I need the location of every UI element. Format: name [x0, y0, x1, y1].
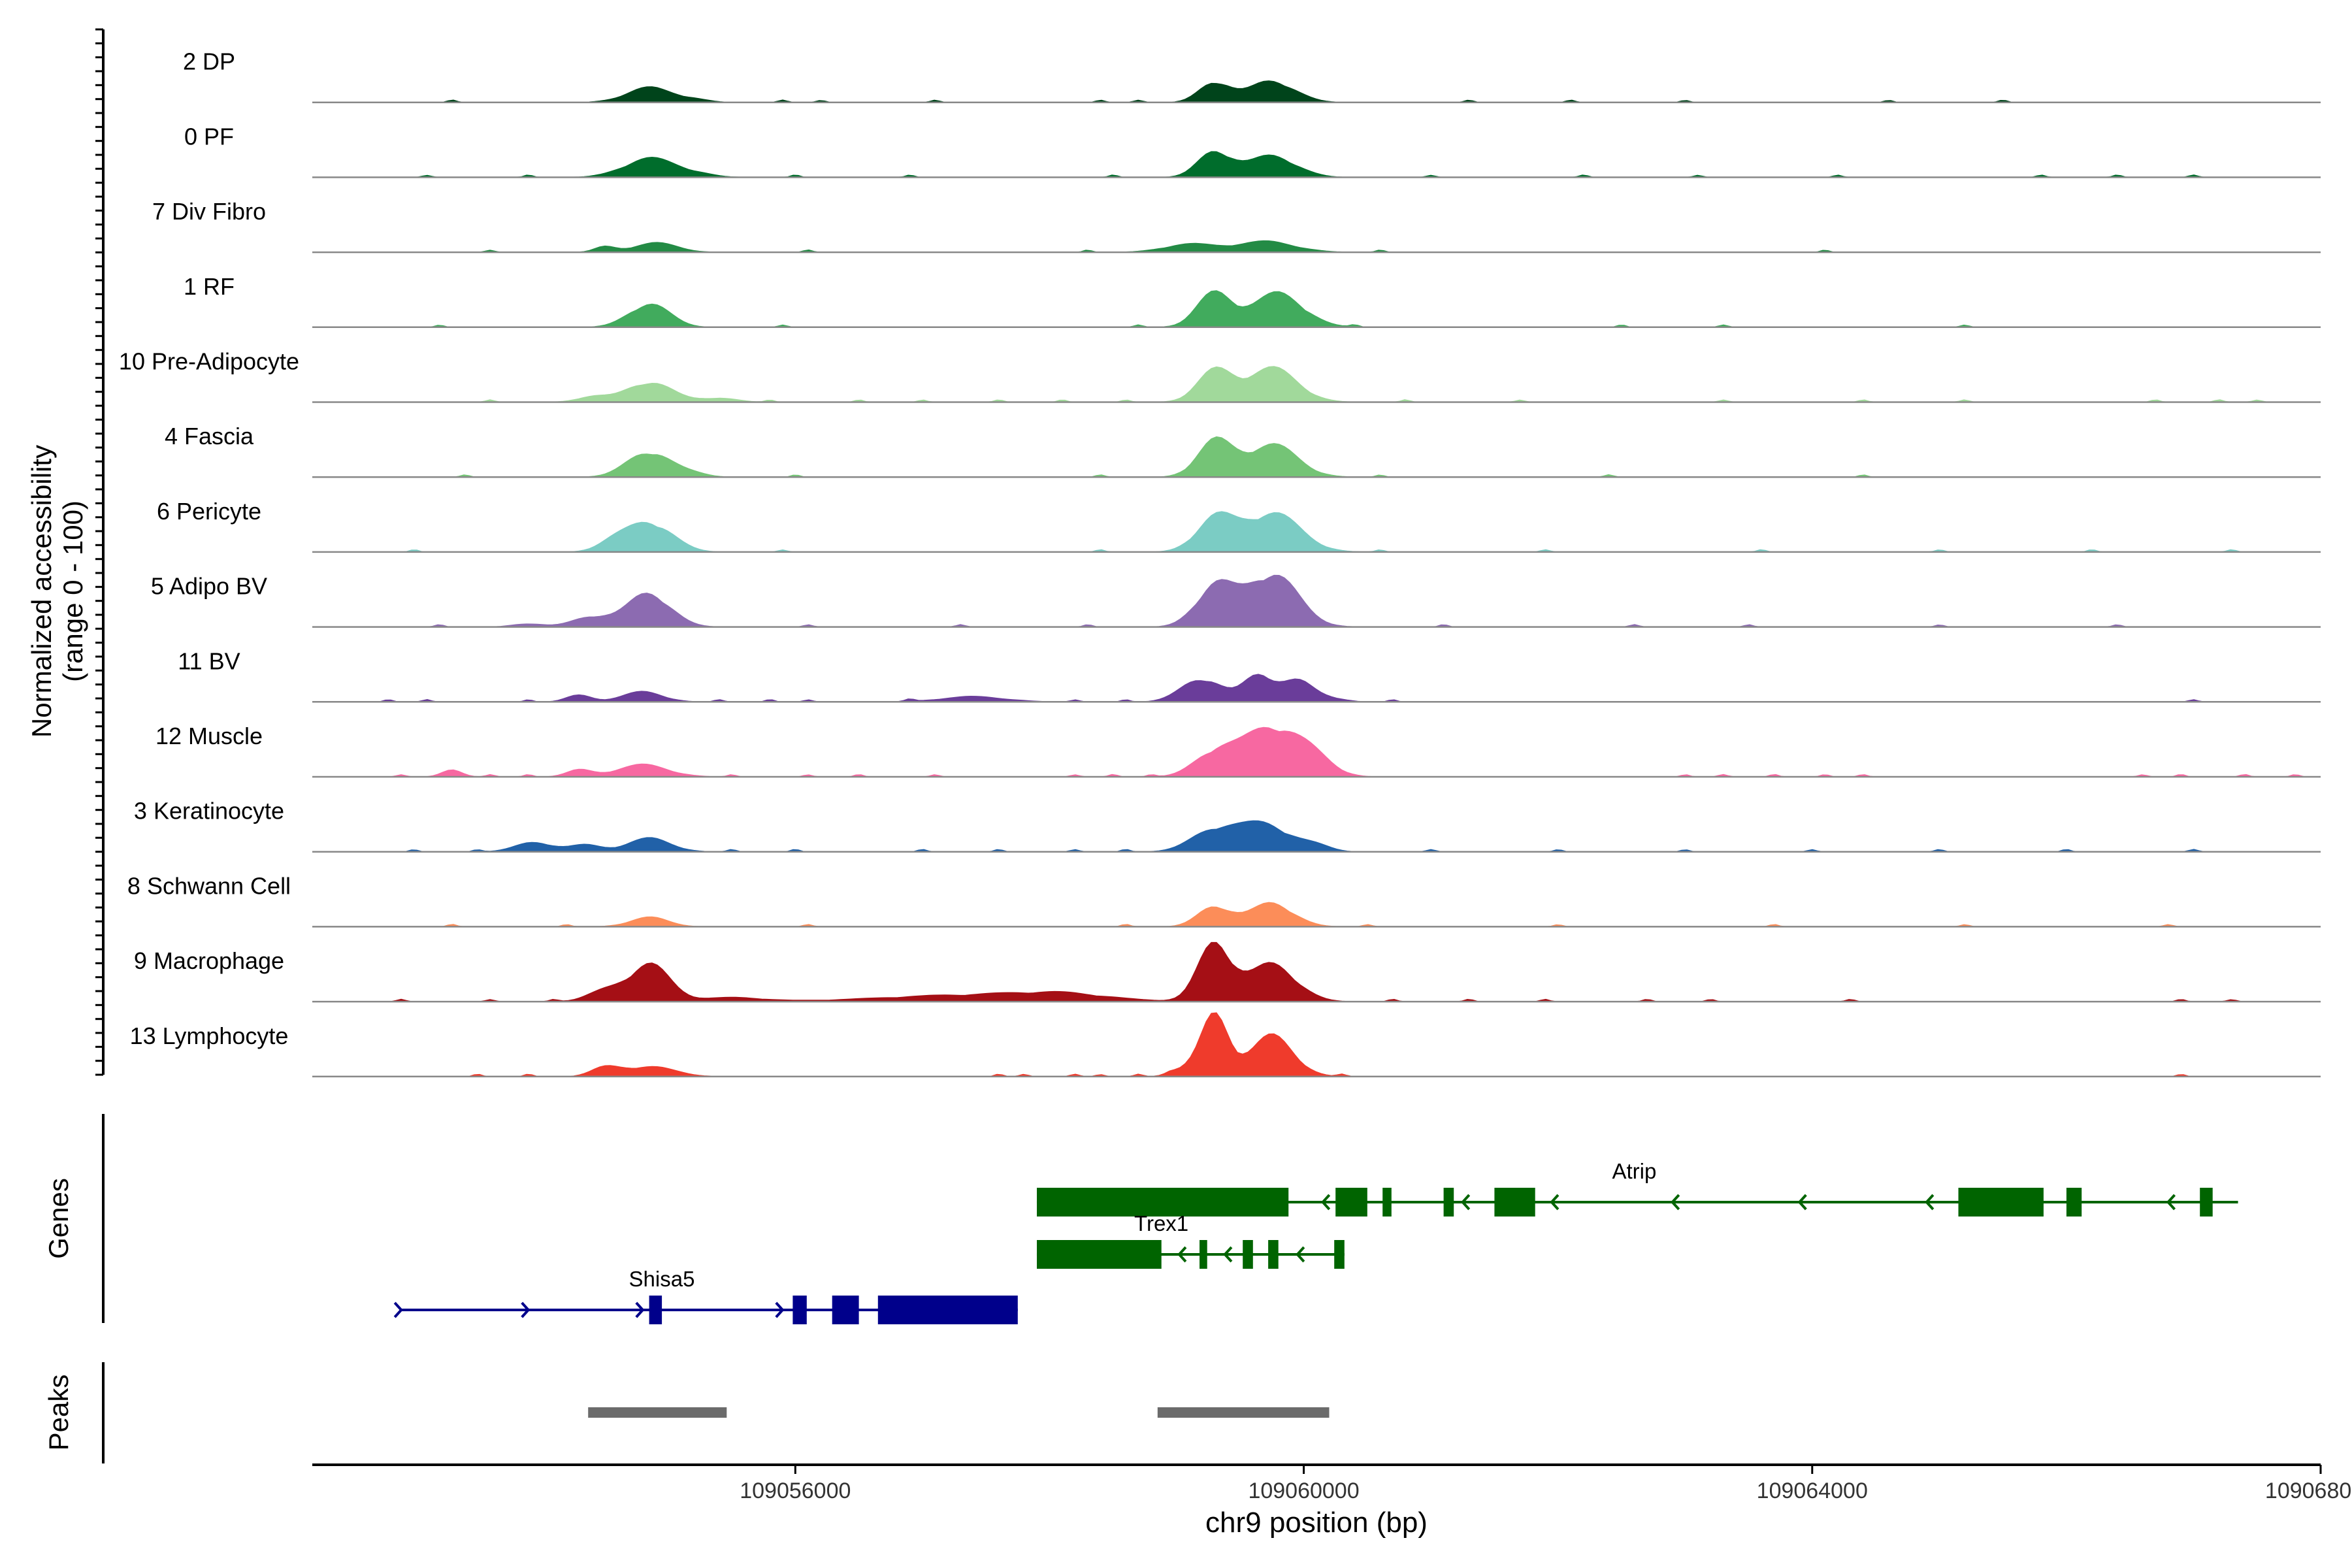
- gene-exon: [1037, 1240, 1162, 1269]
- peaks-panel: Peaks: [43, 1362, 105, 1463]
- gene-exon: [2066, 1188, 2082, 1217]
- strand-arrow: [521, 1301, 531, 1318]
- x-tick-label: 109056000: [740, 1478, 851, 1503]
- gene-shisa5: Shisa5: [393, 1267, 1018, 1324]
- gene-exon: [1334, 1240, 1345, 1269]
- track-label: 11 BV: [178, 647, 240, 674]
- coverage-tracks: 2 DP 0 PF 7 Div Fibro 1 RF 10 Pre-Adipocyte 4…: [119, 48, 2321, 1078]
- peak-regions: [588, 1407, 1330, 1418]
- x-tick-label: 109064000: [1757, 1478, 1868, 1503]
- x-axis-label: chr9 position (bp): [1205, 1507, 1428, 1539]
- track-label: 4 Fascia: [165, 423, 254, 449]
- track-14: 13 Lymphocyte: [130, 1012, 2321, 1078]
- genes-label: Genes: [43, 1178, 74, 1259]
- coverage-area: [312, 574, 2321, 628]
- track-label: 9 Macrophage: [134, 947, 284, 974]
- track-label: 7 Div Fibro: [152, 198, 266, 225]
- track-7: 6 Pericyte: [157, 498, 2321, 553]
- coverage-area: [312, 511, 2321, 553]
- track-label: 1 RF: [184, 273, 235, 300]
- strand-arrow: [393, 1301, 403, 1318]
- x-tick-label: 109060000: [1248, 1478, 1359, 1503]
- track-8: 5 Adipo BV: [151, 573, 2321, 628]
- gene-exon: [832, 1296, 859, 1324]
- y-axis-label: Normalized accessibility (range 0 - 100): [26, 445, 88, 738]
- track-label: 13 Lymphocyte: [130, 1022, 289, 1049]
- gene-models: Atrip Trex1 Shisa5: [393, 1159, 2238, 1324]
- gene-exon: [877, 1296, 1018, 1324]
- strand-arrow: [1177, 1246, 1187, 1263]
- track-11: 3 Keratinocyte: [134, 798, 2321, 853]
- coverage-area: [312, 240, 2321, 253]
- track-3: 7 Div Fibro: [152, 198, 2321, 253]
- track-label: 2 DP: [183, 48, 235, 75]
- gene-exon: [1268, 1240, 1279, 1269]
- strand-arrow: [2166, 1194, 2176, 1211]
- y-axis-label-line-1: Normalized accessibility: [26, 445, 57, 738]
- coverage-area: [312, 820, 2321, 853]
- track-label: 6 Pericyte: [157, 498, 261, 525]
- gene-label: Shisa5: [629, 1267, 695, 1291]
- peaks-label: Peaks: [43, 1375, 74, 1451]
- track-13: 9 Macrophage: [134, 941, 2321, 1003]
- coverage-area: [312, 674, 2321, 702]
- strand-arrow: [1925, 1194, 1935, 1211]
- gene-exon: [1335, 1188, 1367, 1217]
- gene-exon: [1037, 1188, 1289, 1217]
- track-4: 1 RF: [184, 273, 2321, 329]
- track-label: 12 Muscle: [155, 723, 263, 749]
- gene-label: Atrip: [1612, 1159, 1656, 1183]
- x-axis: 109056000 109060000 109064000 109068000: [312, 1463, 2352, 1503]
- track-2: 0 PF: [184, 123, 2321, 178]
- gene-exon: [1443, 1188, 1454, 1217]
- track-1: 2 DP: [183, 48, 2321, 103]
- coverage-area: [312, 902, 2321, 927]
- coverage-area: [312, 366, 2321, 402]
- strand-arrow: [635, 1301, 645, 1318]
- genes-panel: Genes: [43, 1114, 105, 1323]
- y-axis-label-line-2: (range 0 - 100): [57, 500, 88, 682]
- coverage-area: [312, 941, 2321, 1002]
- gene-exon: [1200, 1240, 1207, 1269]
- track-6: 4 Fascia: [165, 423, 2321, 478]
- strand-arrow: [1550, 1194, 1560, 1211]
- track-12: 8 Schwann Cell: [127, 872, 2321, 928]
- x-tick-label: 109068000: [2265, 1478, 2352, 1503]
- gene-exon: [792, 1296, 807, 1324]
- strand-arrow: [1296, 1246, 1305, 1263]
- strand-arrow: [775, 1301, 785, 1318]
- coverage-area: [312, 290, 2321, 328]
- strand-arrow: [1671, 1194, 1680, 1211]
- gene-exon: [1243, 1240, 1253, 1269]
- strand-arrow: [1321, 1194, 1331, 1211]
- track-label: 0 PF: [184, 123, 234, 150]
- gene-atrip: Atrip: [1036, 1159, 2238, 1217]
- gene-exon: [1382, 1188, 1392, 1217]
- coverage-area: [312, 436, 2321, 478]
- track-9: 11 BV: [178, 647, 2321, 703]
- gene-exon: [1494, 1188, 1535, 1217]
- track-label: 8 Schwann Cell: [127, 872, 291, 899]
- track-5: 10 Pre-Adipocyte: [119, 348, 2321, 403]
- peak-region: [588, 1407, 727, 1418]
- y-axis: [95, 28, 105, 1076]
- peak-region: [1157, 1407, 1330, 1418]
- coverage-area: [312, 727, 2321, 777]
- gene-exon: [1958, 1188, 2044, 1217]
- coverage-area: [312, 1012, 2321, 1077]
- strand-arrow: [1223, 1246, 1233, 1263]
- track-label: 10 Pre-Adipocyte: [119, 348, 299, 375]
- gene-exon: [2200, 1188, 2213, 1217]
- strand-arrow: [1461, 1194, 1471, 1211]
- gene-exon: [649, 1296, 662, 1324]
- gene-label: Trex1: [1134, 1211, 1188, 1235]
- gene-trex1: Trex1: [1036, 1211, 1345, 1269]
- track-10: 12 Muscle: [155, 723, 2321, 778]
- strand-arrow: [1797, 1194, 1807, 1211]
- coverage-area: [312, 80, 2321, 103]
- coverage-area: [312, 151, 2321, 178]
- track-label: 5 Adipo BV: [151, 573, 267, 600]
- track-label: 3 Keratinocyte: [134, 798, 284, 825]
